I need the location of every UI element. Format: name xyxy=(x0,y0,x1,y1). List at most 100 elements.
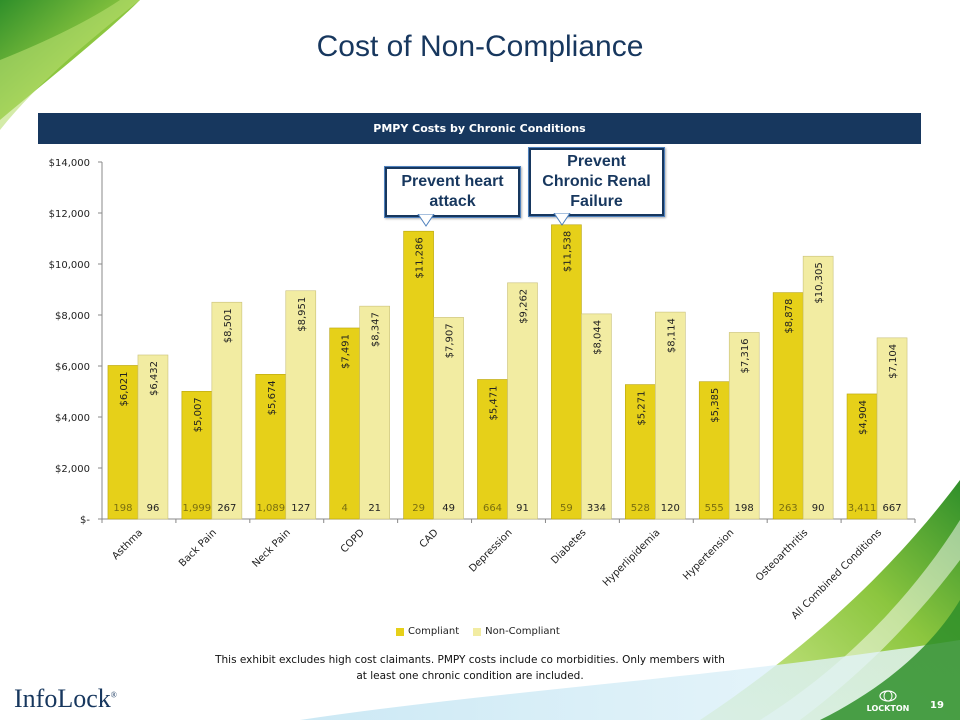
bar-non-compliant xyxy=(285,290,317,520)
member-count-label: 555 xyxy=(705,503,724,514)
member-count-label: 29 xyxy=(412,503,425,514)
x-category-label: Asthma xyxy=(110,527,145,562)
member-count-label: 120 xyxy=(661,503,680,514)
y-tick-label: $6,000 xyxy=(55,362,90,373)
lockton-text: LOCKTON xyxy=(866,704,910,713)
member-count-label: 334 xyxy=(587,503,606,514)
x-category-label: CAD xyxy=(418,527,441,550)
bar-non-compliant xyxy=(581,313,612,520)
infolock-logo-mark: ® xyxy=(110,690,117,700)
bar-compliant xyxy=(625,384,656,520)
bar-compliant xyxy=(181,391,213,520)
callout-renal-pointer xyxy=(553,213,571,226)
callout-heart-line1: Prevent heart xyxy=(401,173,504,190)
bar-value-label: $8,044 xyxy=(592,320,603,355)
callout-heart-attack-text: Prevent heart attack xyxy=(387,169,518,215)
bar-compliant xyxy=(403,230,434,520)
bar-value-label: $11,286 xyxy=(415,237,426,278)
bar-value-label: $5,471 xyxy=(489,385,500,420)
member-count-label: 1,999 xyxy=(183,503,212,514)
bar-compliant xyxy=(477,379,508,520)
member-count-label: 528 xyxy=(631,503,650,514)
member-count-label: 49 xyxy=(442,503,455,514)
member-count-label: 21 xyxy=(368,503,381,514)
legend-item-compliant: Compliant xyxy=(396,626,459,637)
callout-heart-line2: attack xyxy=(429,193,476,210)
bar-compliant xyxy=(846,393,878,520)
y-tick-label: $4,000 xyxy=(55,413,90,424)
member-count-label: 667 xyxy=(882,503,901,514)
bar-non-compliant xyxy=(359,305,390,520)
member-count-label: 4 xyxy=(341,503,347,514)
bar-value-label: $8,878 xyxy=(784,299,795,334)
x-category-label: Osteoarthritis xyxy=(754,527,810,583)
member-count-label: 90 xyxy=(812,503,825,514)
bar-non-compliant xyxy=(876,337,908,520)
bar-value-label: $5,674 xyxy=(267,380,278,415)
y-tick-label: $12,000 xyxy=(49,209,90,220)
y-tick-label: $2,000 xyxy=(55,464,90,475)
member-count-label: 198 xyxy=(113,503,132,514)
bar-value-label: $8,951 xyxy=(297,297,308,332)
page-number: 19 xyxy=(930,700,944,711)
bar-value-label: $7,104 xyxy=(888,344,899,379)
bar-compliant xyxy=(255,374,287,520)
bar-compliant xyxy=(107,365,139,520)
callout-renal-line2: Chronic Renal xyxy=(542,173,651,190)
chart-title: PMPY Costs by Chronic Conditions xyxy=(38,113,921,144)
callout-heart-pointer xyxy=(417,214,435,227)
member-count-label: 267 xyxy=(217,503,236,514)
footnote-line1: This exhibit excludes high cost claimant… xyxy=(215,654,725,666)
footnote: This exhibit excludes high cost claimant… xyxy=(180,652,760,684)
bar-value-label: $10,305 xyxy=(814,262,825,303)
bar-compliant xyxy=(551,224,582,520)
bar-compliant xyxy=(772,292,804,520)
x-category-label: All Combined Conditions xyxy=(790,527,884,621)
infolock-logo: InfoLock® xyxy=(14,684,117,714)
callout-heart-attack: Prevent heart attack xyxy=(384,166,521,218)
footnote-line2: at least one chronic condition are inclu… xyxy=(356,670,584,682)
legend-item-non-compliant: Non-Compliant xyxy=(473,626,560,637)
bar-value-label: $8,501 xyxy=(223,308,234,343)
bar-compliant xyxy=(329,327,360,520)
y-tick-label: $14,000 xyxy=(49,158,90,169)
chart-legend: Compliant Non-Compliant xyxy=(396,626,560,637)
lockton-mark-icon xyxy=(879,690,897,702)
bar-value-label: $5,385 xyxy=(710,388,721,423)
callout-renal-line3: Failure xyxy=(570,193,623,210)
infolock-logo-text: InfoLock xyxy=(14,684,111,713)
bar-value-label: $5,007 xyxy=(193,397,204,432)
bar-value-label: $7,491 xyxy=(341,334,352,369)
bar-value-label: $8,347 xyxy=(371,312,382,347)
x-category-label: COPD xyxy=(339,527,367,555)
member-count-label: 198 xyxy=(735,503,754,514)
bar-non-compliant xyxy=(137,354,169,520)
lockton-logo: LOCKTON xyxy=(858,690,918,713)
bar-non-compliant xyxy=(211,301,243,520)
bar-value-label: $6,432 xyxy=(149,361,160,396)
bar-value-label: $11,538 xyxy=(562,231,573,272)
legend-swatch-non-compliant xyxy=(473,627,482,636)
y-tick-label: $10,000 xyxy=(49,260,90,271)
bar-chart: $- $2,000 $4,000 $6,000 $8,000 $10,000 $12,000… xyxy=(49,158,916,622)
member-count-label: 1,089 xyxy=(256,503,285,514)
bar-value-label: $5,271 xyxy=(636,391,647,426)
x-category-label: Depression xyxy=(467,527,514,574)
x-category-label: Hypertension xyxy=(681,527,736,582)
bar-non-compliant xyxy=(507,282,538,520)
y-tick-label: $- xyxy=(80,515,90,526)
bar-non-compliant xyxy=(433,317,464,520)
bar-value-label: $4,904 xyxy=(858,400,869,435)
x-category-label: Hyperlipidemia xyxy=(601,527,662,588)
member-count-label: 91 xyxy=(516,503,529,514)
bar-value-label: $7,316 xyxy=(740,338,751,373)
slide-title: Cost of Non-Compliance xyxy=(316,30,644,63)
x-category-label: Back Pain xyxy=(177,527,219,569)
x-category-label: Neck Pain xyxy=(251,527,293,569)
member-count-label: 263 xyxy=(779,503,798,514)
legend-label-compliant: Compliant xyxy=(408,626,460,637)
bar-value-label: $8,114 xyxy=(666,318,677,353)
member-count-label: 127 xyxy=(291,503,310,514)
bar-compliant xyxy=(698,381,730,520)
